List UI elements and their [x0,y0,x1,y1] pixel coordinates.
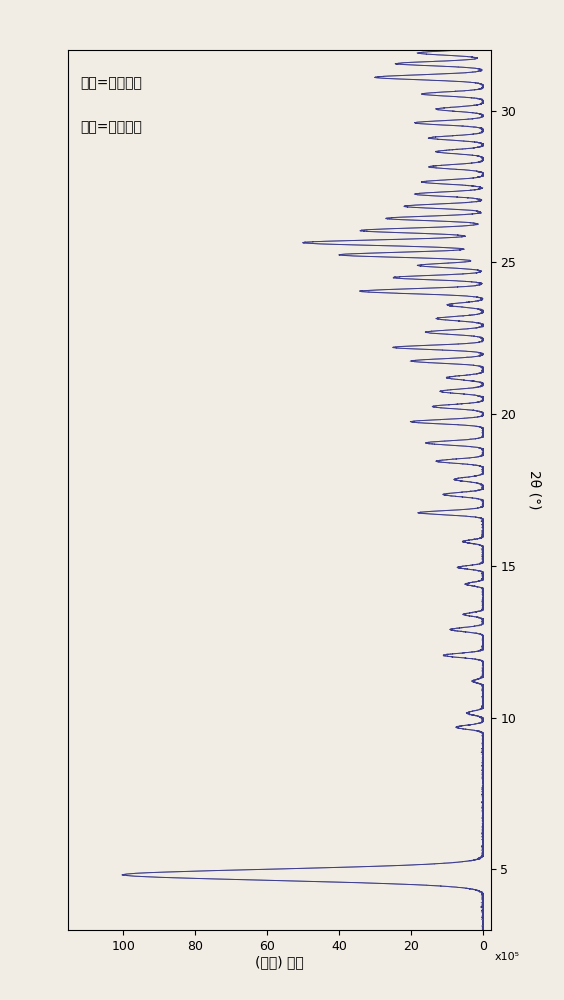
Y-axis label: 2θ (°): 2θ (°) [527,470,541,510]
Text: 顶部=实验图谱: 顶部=实验图谱 [80,76,142,90]
Text: x10⁵: x10⁵ [495,952,520,962]
X-axis label: (积分) 强度: (积分) 强度 [255,956,303,970]
Text: 底部=仿真图谱: 底部=仿真图谱 [80,120,142,134]
